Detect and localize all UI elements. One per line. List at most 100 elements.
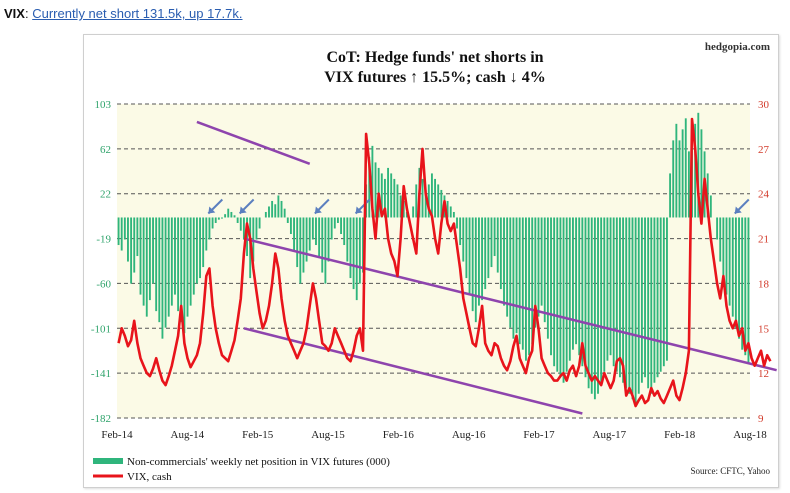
position-bar xyxy=(189,217,192,306)
position-bar xyxy=(246,217,248,257)
position-bar xyxy=(681,129,684,218)
position-bar xyxy=(659,217,662,372)
position-bar xyxy=(387,167,390,218)
position-bar xyxy=(697,112,700,218)
position-bar xyxy=(644,217,646,378)
position-bar xyxy=(719,217,722,262)
position-bar xyxy=(224,214,227,218)
position-bar xyxy=(446,200,449,218)
position-bar xyxy=(449,206,452,218)
position-bar xyxy=(258,217,261,229)
position-bar xyxy=(666,217,668,361)
position-bar xyxy=(127,217,129,262)
position-bar xyxy=(133,217,136,273)
position-bar xyxy=(490,217,493,268)
headline: VIX: Currently net short 131.5k, up 17.7… xyxy=(4,6,243,21)
position-bar xyxy=(340,217,342,235)
position-bar xyxy=(694,123,697,218)
left-tick-label: -182 xyxy=(91,413,111,425)
position-bar xyxy=(456,217,458,229)
position-bar xyxy=(336,217,339,223)
position-bar xyxy=(540,217,543,306)
position-bar xyxy=(675,123,678,218)
right-tick-label: 24 xyxy=(758,189,770,201)
right-tick-label: 9 xyxy=(758,413,764,425)
position-bar xyxy=(374,162,377,218)
position-bar xyxy=(553,217,556,367)
position-bar xyxy=(631,217,634,400)
position-bar xyxy=(180,217,183,323)
position-bar xyxy=(559,217,562,378)
position-bar xyxy=(333,217,336,229)
left-tick-label: -141 xyxy=(91,368,111,380)
x-tick-label: Feb-17 xyxy=(523,429,555,441)
position-bar xyxy=(274,204,277,218)
position-bar xyxy=(578,217,581,356)
position-bar xyxy=(343,217,346,246)
position-bar xyxy=(283,208,286,218)
position-bar xyxy=(296,217,299,268)
right-tick-label: 15 xyxy=(758,323,770,335)
position-bar xyxy=(615,217,618,372)
position-bar xyxy=(155,217,158,312)
position-bar xyxy=(383,178,386,218)
position-bar xyxy=(390,173,393,218)
position-bar xyxy=(543,217,546,323)
position-bar xyxy=(722,217,725,279)
position-bar xyxy=(315,217,317,246)
position-bar xyxy=(321,217,324,273)
position-bar xyxy=(330,217,333,240)
position-bar xyxy=(305,217,308,262)
position-bar xyxy=(662,217,665,367)
position-bar xyxy=(625,217,628,389)
position-bar xyxy=(509,217,512,328)
position-bar xyxy=(725,217,728,295)
headline-link[interactable]: Currently net short 131.5k, up 17.7k. xyxy=(32,6,243,21)
channel-line-upper-top xyxy=(196,120,311,165)
position-bar xyxy=(612,217,615,367)
headline-separator: : xyxy=(24,6,33,21)
position-bar xyxy=(158,217,161,323)
position-bar xyxy=(744,217,747,356)
position-bar xyxy=(496,217,499,273)
left-tick-label: 103 xyxy=(95,99,112,111)
annotation-arrows xyxy=(207,198,750,215)
position-bar xyxy=(584,217,587,378)
position-bar xyxy=(327,217,330,262)
right-tick-label: 12 xyxy=(758,368,769,380)
position-bar xyxy=(465,217,468,279)
position-bar xyxy=(716,217,719,240)
position-bar xyxy=(521,217,524,350)
annotation-arrow xyxy=(207,198,224,215)
position-bar xyxy=(653,217,656,383)
position-bar xyxy=(183,217,186,334)
position-bar xyxy=(393,178,396,218)
position-bar xyxy=(731,217,734,317)
right-tick-label: 30 xyxy=(758,99,770,111)
position-bar xyxy=(349,217,352,279)
position-bar xyxy=(546,217,549,339)
position-bar xyxy=(647,217,650,389)
position-bar xyxy=(440,189,443,218)
position-bar xyxy=(484,217,487,290)
position-bar xyxy=(192,217,195,295)
position-bar xyxy=(534,217,537,328)
position-bar xyxy=(481,217,484,301)
position-bar xyxy=(415,184,418,218)
position-bar xyxy=(421,178,424,218)
position-bar xyxy=(637,217,640,394)
position-bar xyxy=(672,140,675,218)
position-bar xyxy=(205,217,208,251)
grid-lines xyxy=(117,103,750,419)
position-bar xyxy=(669,173,672,218)
position-bar xyxy=(628,217,631,394)
x-tick-label: Feb-14 xyxy=(101,429,133,441)
position-bar xyxy=(477,217,480,306)
x-tick-label: Aug-14 xyxy=(171,429,205,441)
position-bar xyxy=(412,206,415,218)
position-bar xyxy=(277,195,280,218)
position-bar xyxy=(289,217,292,235)
position-bar xyxy=(308,217,311,251)
x-tick-label: Feb-16 xyxy=(383,429,415,441)
